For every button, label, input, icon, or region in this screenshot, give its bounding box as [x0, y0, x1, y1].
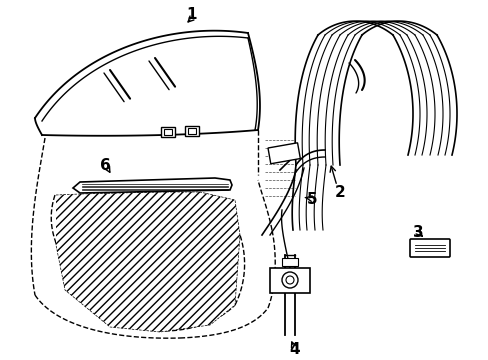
Bar: [163, 129, 172, 135]
Polygon shape: [56, 192, 240, 332]
Text: 4: 4: [289, 342, 300, 357]
Text: 6: 6: [100, 158, 110, 172]
Text: 1: 1: [186, 6, 197, 22]
FancyBboxPatch shape: [409, 239, 449, 257]
Text: 2: 2: [334, 185, 345, 199]
Polygon shape: [73, 178, 231, 193]
Text: 3: 3: [412, 225, 423, 239]
Bar: [267, 143, 300, 164]
Bar: [282, 258, 297, 266]
Bar: [187, 128, 196, 134]
Bar: [269, 268, 309, 293]
Bar: [184, 126, 199, 136]
Circle shape: [282, 272, 297, 288]
Bar: [161, 127, 175, 137]
Text: 5: 5: [306, 192, 317, 207]
